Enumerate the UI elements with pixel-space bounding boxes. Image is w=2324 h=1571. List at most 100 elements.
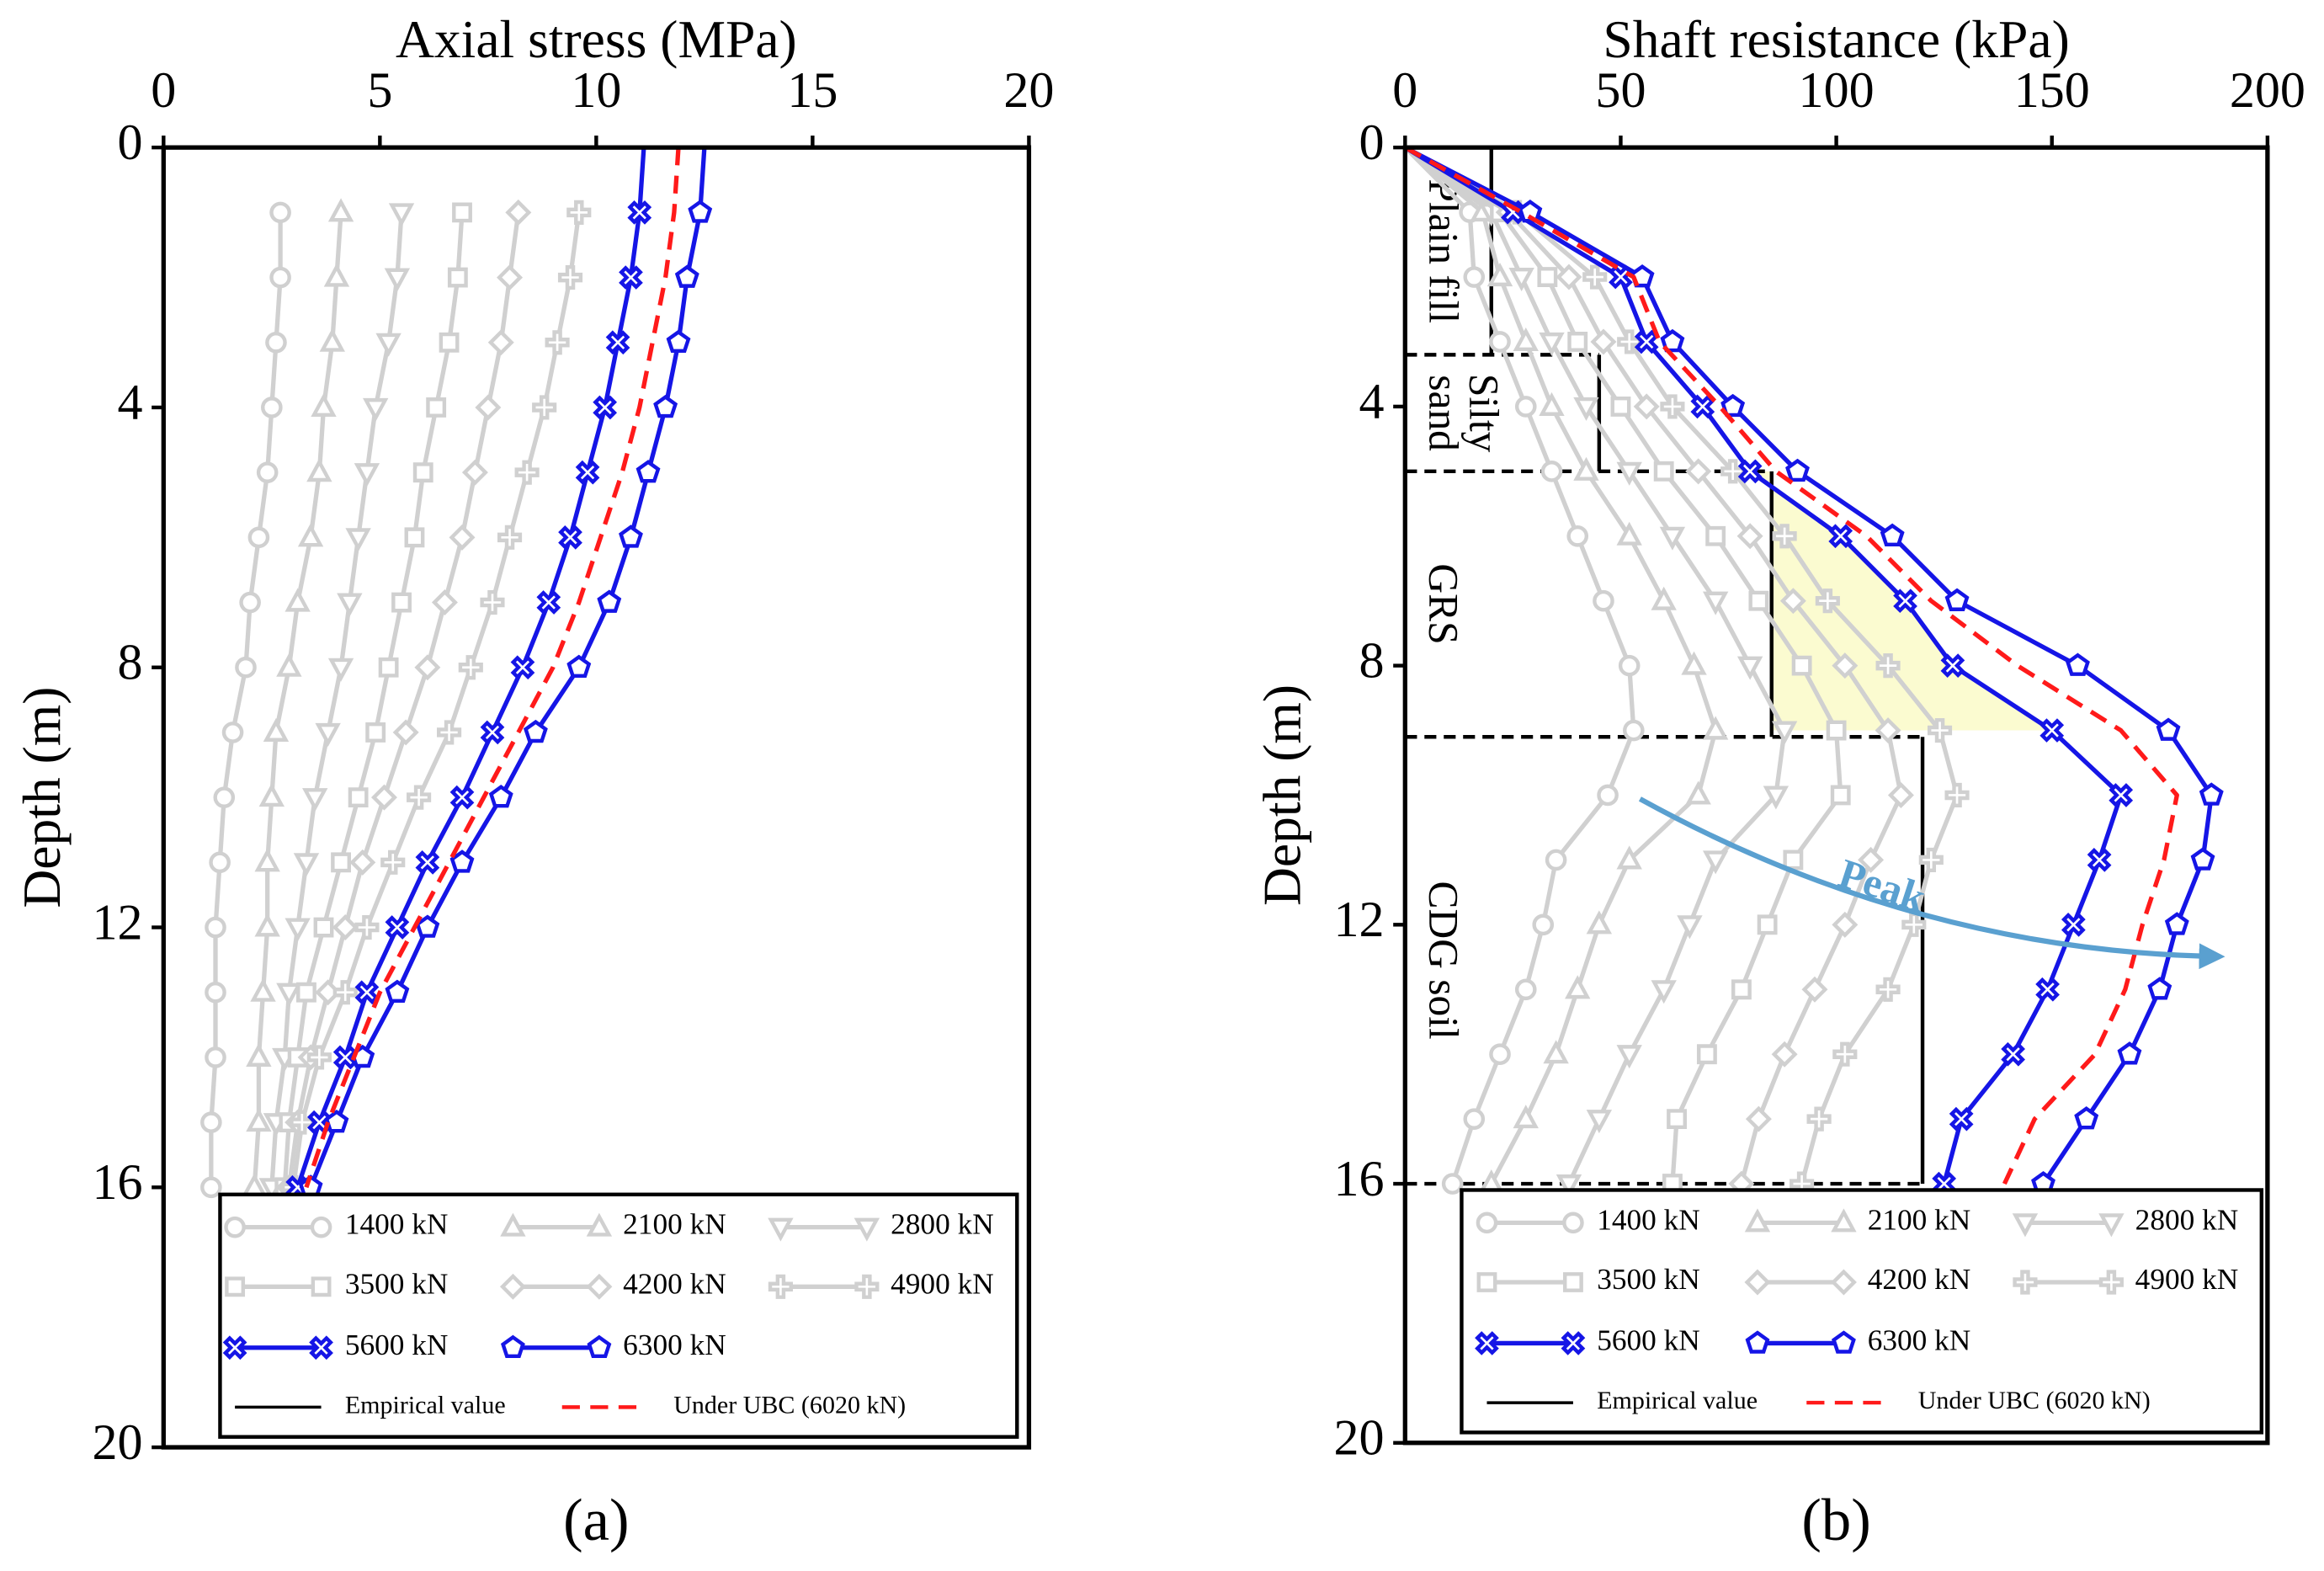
x-tick-label: 0 [151, 61, 176, 118]
legend-label: Empirical value [1597, 1387, 1758, 1414]
data-marker [2074, 1106, 2099, 1130]
data-marker [256, 461, 279, 483]
data-marker [263, 717, 290, 742]
data-marker [276, 983, 302, 1007]
legend-marker [768, 1217, 794, 1242]
layer-label: CDG soil [1421, 881, 1467, 1040]
legend-label: 5600 kN [345, 1329, 449, 1361]
data-marker [1610, 396, 1631, 417]
data-marker [1791, 655, 1812, 676]
data-marker [2061, 912, 2086, 937]
data-marker [1880, 523, 1905, 547]
data-marker [385, 979, 410, 1003]
data-marker [532, 395, 557, 420]
data-marker [1832, 652, 1859, 679]
y-tick-label: 20 [93, 1414, 143, 1470]
data-marker [1660, 394, 1685, 419]
data-marker [447, 267, 468, 288]
data-marker [1681, 651, 1707, 675]
data-marker [250, 977, 276, 1002]
legend-marker [499, 1273, 526, 1300]
data-marker [1539, 391, 1565, 416]
data-marker [426, 397, 447, 418]
legend-marker [587, 1334, 612, 1359]
data-marker [392, 719, 419, 746]
axis-title: Shaft resistance (kPa) [1603, 9, 2069, 69]
data-marker [437, 720, 462, 745]
data-marker [246, 1042, 272, 1067]
data-marker [1830, 785, 1851, 806]
data-marker [1806, 1106, 1832, 1132]
data-marker [380, 849, 406, 875]
layer-label: Silty [1460, 374, 1507, 453]
data-marker [1463, 1108, 1486, 1130]
data-marker [1702, 850, 1729, 875]
legend-label: 2800 kN [891, 1208, 994, 1241]
series-line [1404, 145, 2179, 1185]
data-marker [475, 394, 502, 421]
data-marker [1514, 396, 1537, 418]
data-marker [319, 328, 345, 352]
x-tick-label: 0 [1392, 61, 1417, 118]
data-marker [497, 264, 524, 291]
data-marker [1828, 524, 1853, 549]
data-marker [605, 330, 630, 355]
legend-label: 1400 kN [345, 1208, 449, 1241]
data-marker [1634, 329, 1659, 354]
data-marker [345, 528, 371, 552]
data-marker [1586, 910, 1613, 935]
data-marker [488, 785, 513, 808]
series-line [209, 212, 283, 1188]
data-marker [285, 918, 311, 942]
data-marker [514, 460, 540, 485]
data-marker [1539, 332, 1565, 356]
data-marker [324, 1110, 349, 1133]
data-marker [354, 914, 380, 940]
data-marker [200, 1111, 222, 1133]
data-marker [363, 397, 389, 422]
data-marker [2156, 717, 2181, 741]
data-marker [597, 589, 622, 613]
data-marker [1597, 784, 1619, 807]
data-marker [1944, 588, 1970, 611]
data-marker [1532, 913, 1555, 936]
data-marker [2199, 782, 2224, 806]
data-marker [285, 588, 311, 612]
data-marker [458, 655, 483, 680]
legend-marker [2012, 1213, 2039, 1238]
legend-marker [310, 1216, 332, 1238]
data-marker [1757, 914, 1778, 935]
data-marker [415, 849, 440, 875]
data-marker [276, 652, 302, 677]
data-marker [1731, 979, 1752, 1000]
data-marker [385, 915, 410, 940]
data-marker [1633, 393, 1660, 420]
data-marker [265, 332, 287, 354]
data-marker [480, 720, 505, 745]
y-tick-label: 16 [1334, 1150, 1385, 1206]
legend-label: Under UBC (6020 kN) [1918, 1387, 2151, 1414]
data-marker [2117, 1041, 2142, 1065]
data-marker [311, 392, 337, 418]
data-marker [1567, 332, 1588, 352]
panel-label: (a) [563, 1488, 629, 1553]
legend-marker [586, 1273, 613, 1300]
data-marker [461, 459, 488, 486]
data-marker [1616, 1045, 1642, 1069]
legend-label: 3500 kN [1597, 1263, 1700, 1296]
data-marker [297, 523, 324, 547]
data-marker [558, 525, 582, 550]
data-marker [1616, 521, 1642, 546]
legend-marker [1476, 1212, 1498, 1234]
legend-marker [854, 1217, 880, 1242]
y-tick-label: 0 [1359, 114, 1385, 170]
data-marker [313, 917, 334, 938]
data-marker [2035, 977, 2060, 1002]
y-tick-label: 4 [1359, 373, 1385, 429]
y-tick-label: 8 [1359, 631, 1385, 688]
data-marker [2147, 977, 2172, 1000]
legend-marker [309, 1335, 333, 1361]
data-marker [247, 526, 270, 549]
data-marker [306, 458, 332, 482]
